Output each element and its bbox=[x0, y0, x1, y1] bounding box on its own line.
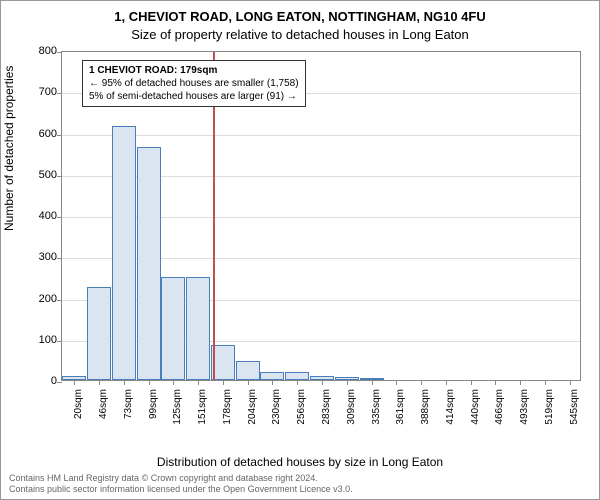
x-tick-label: 519sqm bbox=[544, 389, 555, 434]
x-tick-label: 309sqm bbox=[346, 389, 357, 434]
x-tick-mark bbox=[99, 380, 100, 385]
x-tick-label: 466sqm bbox=[494, 389, 505, 434]
y-tick-mark bbox=[57, 93, 62, 94]
y-tick-mark bbox=[57, 217, 62, 218]
x-tick-label: 20sqm bbox=[73, 389, 84, 434]
footer-line1: Contains HM Land Registry data © Crown c… bbox=[9, 473, 353, 484]
x-tick-mark bbox=[297, 380, 298, 385]
x-tick-mark bbox=[421, 380, 422, 385]
chart-container: 1, CHEVIOT ROAD, LONG EATON, NOTTINGHAM,… bbox=[0, 0, 600, 500]
x-tick-mark bbox=[223, 380, 224, 385]
x-tick-mark bbox=[173, 380, 174, 385]
y-tick-label: 100 bbox=[17, 334, 57, 346]
x-tick-label: 493sqm bbox=[519, 389, 530, 434]
x-tick-mark bbox=[74, 380, 75, 385]
x-tick-label: 440sqm bbox=[470, 389, 481, 434]
y-tick-label: 300 bbox=[17, 251, 57, 263]
histogram-bar bbox=[186, 277, 210, 380]
y-tick-label: 200 bbox=[17, 293, 57, 305]
x-tick-mark bbox=[272, 380, 273, 385]
y-tick-label: 600 bbox=[17, 128, 57, 140]
x-tick-label: 46sqm bbox=[98, 389, 109, 434]
annotation-title: 1 CHEVIOT ROAD: 179sqm bbox=[89, 64, 299, 77]
x-tick-label: 361sqm bbox=[395, 389, 406, 434]
y-tick-mark bbox=[57, 258, 62, 259]
chart-title-line2: Size of property relative to detached ho… bbox=[1, 27, 599, 42]
x-axis-label: Distribution of detached houses by size … bbox=[1, 455, 599, 469]
x-tick-mark bbox=[124, 380, 125, 385]
y-tick-mark bbox=[57, 135, 62, 136]
footer-line2: Contains public sector information licen… bbox=[9, 484, 353, 495]
footer-attribution: Contains HM Land Registry data © Crown c… bbox=[9, 473, 353, 496]
histogram-bar bbox=[137, 147, 161, 380]
x-tick-mark bbox=[149, 380, 150, 385]
x-tick-mark bbox=[520, 380, 521, 385]
grid-line bbox=[62, 135, 580, 136]
annotation-box: 1 CHEVIOT ROAD: 179sqm ← 95% of detached… bbox=[82, 60, 306, 107]
y-tick-label: 0 bbox=[17, 375, 57, 387]
x-tick-label: 388sqm bbox=[420, 389, 431, 434]
x-tick-mark bbox=[396, 380, 397, 385]
x-tick-label: 178sqm bbox=[222, 389, 233, 434]
y-tick-mark bbox=[57, 341, 62, 342]
annotation-line3: 5% of semi-detached houses are larger (9… bbox=[89, 90, 299, 103]
y-tick-label: 700 bbox=[17, 86, 57, 98]
y-tick-mark bbox=[57, 52, 62, 53]
x-tick-label: 99sqm bbox=[148, 389, 159, 434]
x-tick-mark bbox=[570, 380, 571, 385]
histogram-bar bbox=[260, 372, 284, 380]
y-tick-label: 800 bbox=[17, 45, 57, 57]
x-tick-mark bbox=[446, 380, 447, 385]
x-tick-label: 335sqm bbox=[371, 389, 382, 434]
x-tick-label: 283sqm bbox=[321, 389, 332, 434]
y-tick-mark bbox=[57, 176, 62, 177]
x-tick-label: 545sqm bbox=[569, 389, 580, 434]
histogram-bar bbox=[112, 126, 136, 380]
x-tick-mark bbox=[347, 380, 348, 385]
x-tick-mark bbox=[372, 380, 373, 385]
x-tick-mark bbox=[198, 380, 199, 385]
histogram-bar bbox=[285, 372, 309, 380]
x-tick-label: 125sqm bbox=[172, 389, 183, 434]
x-tick-label: 256sqm bbox=[296, 389, 307, 434]
annotation-line2: ← 95% of detached houses are smaller (1,… bbox=[89, 77, 299, 90]
y-tick-mark bbox=[57, 300, 62, 301]
x-tick-mark bbox=[248, 380, 249, 385]
x-tick-label: 230sqm bbox=[271, 389, 282, 434]
x-tick-mark bbox=[471, 380, 472, 385]
y-tick-label: 500 bbox=[17, 169, 57, 181]
x-tick-mark bbox=[322, 380, 323, 385]
histogram-bar bbox=[161, 277, 185, 380]
y-tick-mark bbox=[57, 382, 62, 383]
x-tick-label: 414sqm bbox=[445, 389, 456, 434]
histogram-bar bbox=[236, 361, 260, 380]
y-axis-label: Number of detached properties bbox=[2, 66, 16, 231]
x-tick-label: 204sqm bbox=[247, 389, 258, 434]
y-tick-label: 400 bbox=[17, 210, 57, 222]
x-tick-mark bbox=[495, 380, 496, 385]
chart-title-line1: 1, CHEVIOT ROAD, LONG EATON, NOTTINGHAM,… bbox=[1, 9, 599, 24]
histogram-bar bbox=[87, 287, 111, 380]
plot-area: 1 CHEVIOT ROAD: 179sqm ← 95% of detached… bbox=[61, 51, 581, 381]
x-tick-label: 73sqm bbox=[123, 389, 134, 434]
x-tick-label: 151sqm bbox=[197, 389, 208, 434]
x-tick-mark bbox=[545, 380, 546, 385]
